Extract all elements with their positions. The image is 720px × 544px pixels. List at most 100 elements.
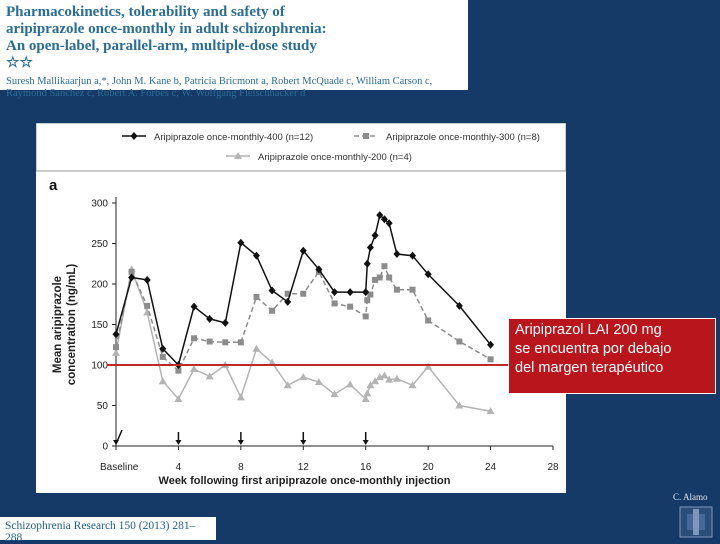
y-axis-label-line1: Mean aripiprazole xyxy=(52,276,64,373)
data-point-series-2 xyxy=(268,358,277,366)
chart-panel: Aripiprazole once-monthly-400 (n=12) Arip… xyxy=(36,123,566,493)
data-point-series-1 xyxy=(362,313,369,320)
data-point-series-1 xyxy=(144,302,151,309)
paper-authors: Suresh Mallikaarjun a,*, John M. Kane b,… xyxy=(6,76,433,99)
legend-label: Aripiprazole once-monthly-300 (n=8) xyxy=(386,132,540,143)
data-point-series-0 xyxy=(143,275,151,284)
data-point-series-1 xyxy=(113,344,119,351)
data-point-series-1 xyxy=(331,300,338,307)
data-point-series-1 xyxy=(222,339,229,346)
data-point-series-0 xyxy=(455,301,463,310)
data-point-series-0 xyxy=(221,318,229,327)
data-point-series-0 xyxy=(315,265,323,274)
data-point-series-2 xyxy=(380,371,389,379)
paper-title: Pharmacokinetics, tolerability and safet… xyxy=(6,4,327,71)
x-tick-label: 4 xyxy=(176,462,182,473)
data-point-series-1 xyxy=(191,335,198,342)
data-point-series-2 xyxy=(408,381,417,389)
data-point-series-1 xyxy=(347,303,354,310)
data-point-series-2 xyxy=(392,374,401,382)
data-point-series-0 xyxy=(363,259,371,268)
data-point-series-0 xyxy=(284,297,292,306)
injection-arrowhead xyxy=(113,440,119,445)
data-point-series-0 xyxy=(376,211,384,220)
injection-arrowhead xyxy=(175,440,182,445)
data-point-series-1 xyxy=(487,356,494,363)
y-axis-label-line2: concentration (ng/mL) xyxy=(66,264,78,386)
data-point-series-1 xyxy=(409,286,416,293)
x-tick-label: 8 xyxy=(238,462,244,473)
data-point-series-0 xyxy=(128,273,136,282)
data-point-series-0 xyxy=(424,270,432,279)
data-point-series-1 xyxy=(159,353,166,360)
data-point-series-2 xyxy=(205,372,214,380)
series-line-1 xyxy=(115,264,491,372)
y-tick-label: 300 xyxy=(91,199,108,210)
data-point-series-2 xyxy=(424,362,433,370)
y-tick-label: 200 xyxy=(91,280,108,291)
data-point-series-1 xyxy=(456,338,463,345)
data-point-series-1 xyxy=(284,290,291,297)
data-point-series-1 xyxy=(128,268,135,275)
data-point-series-1 xyxy=(372,276,379,283)
legend-label: Aripiprazole once-monthly-200 (n=4) xyxy=(258,152,412,163)
data-point-series-0 xyxy=(206,314,214,323)
data-point-series-1 xyxy=(367,291,374,298)
data-point-series-2 xyxy=(486,407,495,415)
data-point-series-0 xyxy=(362,288,370,297)
legend-marker xyxy=(234,152,242,159)
legend-box xyxy=(36,123,566,172)
y-tick-label: 150 xyxy=(91,320,108,331)
data-point-series-1 xyxy=(237,339,244,346)
series-line-2 xyxy=(115,266,491,412)
x-tick-label: 24 xyxy=(485,462,497,473)
data-point-series-1 xyxy=(300,290,307,297)
data-point-series-2 xyxy=(330,390,339,398)
injection-arrowhead xyxy=(362,440,369,445)
data-point-series-1 xyxy=(206,338,213,345)
data-point-series-0 xyxy=(252,251,260,260)
data-point-series-2 xyxy=(314,378,323,386)
injection-arrowhead xyxy=(237,440,244,445)
data-point-series-0 xyxy=(346,288,354,297)
data-point-series-2 xyxy=(252,344,261,352)
data-point-series-0 xyxy=(380,215,388,224)
x-tick-label: 12 xyxy=(298,462,310,473)
y-tick-label: 100 xyxy=(91,361,108,372)
data-point-series-1 xyxy=(393,286,400,293)
data-point-series-1 xyxy=(376,274,383,281)
data-point-series-1 xyxy=(381,263,388,270)
legend-marker xyxy=(363,133,369,139)
data-point-series-2 xyxy=(346,380,355,388)
paper-header: Pharmacokinetics, tolerability and safet… xyxy=(0,0,468,99)
data-point-series-0 xyxy=(268,286,276,295)
x-axis-label: Week following first aripiprazole once-m… xyxy=(159,475,451,487)
data-point-series-2 xyxy=(158,377,167,385)
data-point-series-1 xyxy=(175,367,182,374)
data-point-series-2 xyxy=(361,395,370,403)
data-point-series-0 xyxy=(299,246,307,255)
data-point-series-2 xyxy=(455,401,464,409)
legend-label: Aripiprazole once-monthly-400 (n=12) xyxy=(154,132,313,143)
data-point-series-0 xyxy=(112,330,120,339)
y-tick-label: 0 xyxy=(102,442,108,453)
data-point-series-0 xyxy=(487,340,495,349)
injection-arrowhead xyxy=(300,440,307,445)
data-point-series-1 xyxy=(269,307,276,314)
data-point-series-0 xyxy=(190,302,198,311)
data-point-series-0 xyxy=(366,243,374,252)
data-point-series-1 xyxy=(364,297,371,304)
data-point-series-1 xyxy=(386,274,393,281)
data-point-series-2 xyxy=(385,375,394,383)
data-point-series-2 xyxy=(283,381,292,389)
y-tick-label: 250 xyxy=(91,239,108,250)
data-point-series-1 xyxy=(253,293,260,300)
annotation-callout: Aripiprazol LAI 200 mg se encuentra por … xyxy=(508,318,716,394)
data-point-series-2 xyxy=(363,389,372,397)
data-point-series-2 xyxy=(174,395,183,403)
data-point-series-0 xyxy=(409,251,417,260)
panel-label: a xyxy=(49,177,58,194)
data-point-series-2 xyxy=(112,348,120,356)
data-point-series-2 xyxy=(190,365,199,373)
journal-citation: Schizophrenia Research 150 (2013) 281–28… xyxy=(0,517,216,544)
